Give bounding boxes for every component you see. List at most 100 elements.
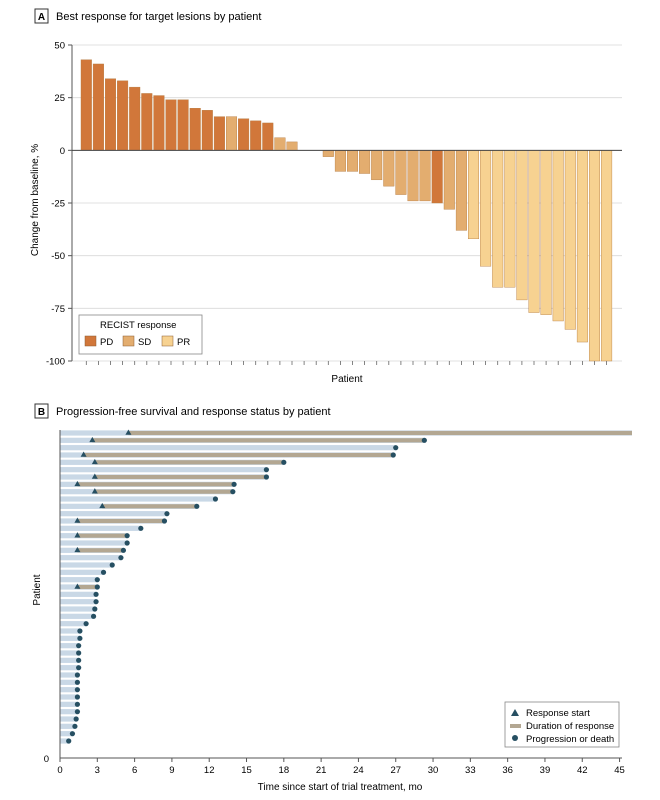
bar-patient-40 [552,150,564,322]
response-duration-bar [77,482,235,487]
swimmer-row [60,451,396,458]
bar-patient-21 [322,150,334,157]
swimmer-row [60,643,82,649]
bar-patient-39 [540,150,552,315]
legend-sd-swatch [122,335,135,347]
progression-marker [263,474,270,480]
legend-progression-icon [512,735,518,741]
swimmer-row [60,583,100,590]
response-duration-bar [77,584,98,590]
swimmer-row [60,701,81,707]
panel-b-x-tick-label: 45 [614,765,625,776]
pfs-bar [60,701,78,707]
pfs-bar [60,562,113,568]
panel-a: A Best response for target lesions by pa… [30,8,622,385]
swimmer-row [60,635,83,641]
progression-marker [230,489,236,495]
pfs-bar [60,606,95,612]
response-duration-bar [77,533,128,538]
swimmer-row [60,709,81,715]
swimmer-row [60,694,81,700]
progression-marker [76,650,82,656]
progression-marker [72,723,78,729]
pfs-bar [60,577,98,583]
swimmer-row [60,679,81,685]
progression-marker [393,445,399,451]
swimmer-row [60,467,270,473]
progression-marker [164,511,170,517]
progression-marker [118,555,124,561]
bar-patient-14 [238,118,250,151]
swimmer-row [60,628,83,634]
panel-b-x-tick-label: 33 [465,765,476,776]
swimmer-row [60,429,633,436]
bar-patient-27 [395,150,407,195]
panel-b-letter-box [34,403,49,419]
progression-marker [66,738,72,744]
bar-patient-43 [589,150,601,362]
panel-b-letter: B [38,407,45,418]
progression-marker [74,701,81,707]
panel-b-x-tick-label: 42 [577,765,588,776]
response-start-marker [91,473,98,479]
bar-patient-26 [383,150,395,187]
response-duration-bar [102,504,197,509]
response-start-marker [89,436,96,443]
swimmer-row [60,532,130,539]
progression-marker [74,694,81,700]
legend-pr-label: PR [177,337,190,348]
swimmer-row [60,716,79,722]
response-duration-bar [92,438,425,443]
legend-response-start-label: Response start [526,708,590,719]
bar-patient-15 [250,120,262,151]
panel-a-x-label: Patient [331,374,362,385]
pfs-bar [60,665,79,671]
progression-marker [73,716,79,722]
swimmer-row [60,445,399,451]
legend-pd-label: PD [100,337,113,348]
pfs-bar [60,723,75,729]
progression-marker [76,657,82,663]
pfs-bar [60,650,79,656]
pfs-bar [60,738,69,744]
progression-marker [76,665,82,671]
response-start-marker [74,480,81,487]
swimmer-row [60,525,144,531]
progression-marker [90,613,97,619]
panel-a-letter-box [34,8,49,24]
panel-b-x-tick-label: 9 [169,765,174,776]
progression-marker [194,503,200,509]
panel-a-y-tick-label: -75 [51,304,65,315]
response-start-marker [74,532,81,538]
swimmer-row [60,496,219,502]
panel-a-y-tick-label: -100 [46,357,65,368]
bar-patient-32 [455,150,467,231]
panel-b-y-label: Patient [32,574,43,605]
progression-marker [390,452,396,458]
swimmer-row [60,488,236,495]
progression-marker [93,591,99,597]
bar-patient-30 [431,150,443,204]
bar-patient-11 [201,110,213,151]
bar-patient-23 [347,150,359,172]
panel-a-title: Best response for target lesions by pati… [56,11,261,23]
panel-a-y-tick-label: 25 [54,93,65,104]
pfs-bar [60,525,141,531]
progression-marker [74,679,81,685]
pfs-bar [60,731,73,737]
pfs-bar [60,599,97,605]
swimmer-row [60,599,99,605]
progression-marker [69,731,76,737]
legend-duration-swatch [510,724,521,728]
pfs-bar [60,511,167,517]
panel-b-rows [60,429,633,744]
panel-b-x-ticks: 0 3 6 9 12 15 18 21 24 27 30 33 36 39 42 45 [57,758,625,776]
bar-patient-25 [371,150,383,181]
progression-marker [138,525,144,531]
progression-marker [281,459,287,465]
progression-marker [77,635,83,641]
response-duration-bar [77,548,124,553]
progression-marker [76,643,82,649]
pfs-bar [60,496,216,502]
panel-b-x-tick-label: 18 [279,765,290,776]
